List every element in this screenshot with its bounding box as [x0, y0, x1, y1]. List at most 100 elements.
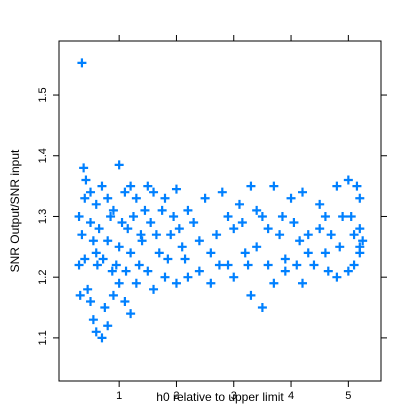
- point: [223, 211, 233, 221]
- point: [257, 211, 267, 221]
- point: [303, 230, 313, 240]
- point: [214, 260, 224, 270]
- point: [83, 284, 93, 294]
- point: [149, 187, 159, 197]
- point: [320, 211, 330, 221]
- point: [106, 211, 116, 221]
- point: [194, 266, 204, 276]
- point: [349, 260, 359, 270]
- point: [252, 242, 262, 252]
- point: [79, 163, 89, 173]
- point: [157, 205, 167, 215]
- point: [149, 284, 159, 294]
- point: [229, 224, 239, 234]
- point: [234, 199, 244, 209]
- point: [292, 260, 302, 270]
- point: [88, 315, 98, 325]
- y-tick-label: 1.3: [37, 209, 49, 224]
- point: [246, 181, 256, 191]
- point: [91, 248, 101, 258]
- point: [94, 224, 104, 234]
- point: [335, 242, 345, 252]
- point: [174, 224, 184, 234]
- point: [263, 224, 273, 234]
- point: [143, 181, 153, 191]
- point: [81, 175, 91, 185]
- point: [171, 184, 181, 194]
- point: [126, 248, 136, 258]
- point: [243, 260, 253, 270]
- point: [126, 309, 136, 319]
- point: [206, 248, 216, 258]
- point: [171, 278, 181, 288]
- point: [323, 266, 333, 276]
- point: [114, 242, 124, 252]
- point: [86, 218, 96, 228]
- point: [206, 278, 216, 288]
- point: [131, 278, 141, 288]
- point: [355, 224, 365, 234]
- point: [91, 199, 101, 209]
- point: [338, 211, 348, 221]
- point: [263, 260, 273, 270]
- point: [137, 236, 147, 246]
- x-tick-label: 1: [116, 390, 122, 402]
- point: [349, 230, 359, 240]
- point: [189, 218, 199, 228]
- point: [91, 327, 101, 337]
- x-tick-label: 2: [173, 390, 179, 402]
- point: [275, 230, 285, 240]
- point: [98, 254, 108, 264]
- point: [346, 211, 356, 221]
- y-tick-label: 1.4: [37, 148, 49, 163]
- point: [246, 290, 256, 300]
- point: [131, 193, 141, 203]
- point: [286, 193, 296, 203]
- point: [309, 260, 319, 270]
- point: [134, 260, 144, 270]
- point: [280, 266, 290, 276]
- point: [332, 272, 342, 282]
- point: [123, 224, 133, 234]
- point: [358, 236, 368, 246]
- point: [180, 254, 190, 264]
- point: [343, 175, 353, 185]
- point: [120, 187, 130, 197]
- point: [352, 181, 362, 191]
- point: [240, 248, 250, 258]
- point: [77, 230, 87, 240]
- point: [269, 181, 279, 191]
- point: [75, 290, 85, 300]
- point: [151, 230, 161, 240]
- point: [295, 236, 305, 246]
- point: [355, 242, 365, 252]
- point: [114, 278, 124, 288]
- x-tick-label: 4: [288, 390, 294, 402]
- point: [315, 199, 325, 209]
- point: [136, 230, 146, 240]
- point: [154, 248, 164, 258]
- point: [183, 272, 193, 282]
- point: [92, 260, 102, 270]
- point: [177, 242, 187, 252]
- point: [194, 236, 204, 246]
- point: [212, 230, 222, 240]
- plot-frame: [58, 40, 382, 382]
- y-axis-label: SNR Output/SNR input: [8, 149, 22, 272]
- point: [332, 181, 342, 191]
- point: [74, 211, 84, 221]
- point: [277, 211, 287, 221]
- x-tick-label: 3: [231, 390, 237, 402]
- point: [355, 193, 365, 203]
- y-tick-label: 1.5: [37, 87, 49, 102]
- point: [169, 211, 179, 221]
- point: [237, 218, 247, 228]
- point: [303, 248, 313, 258]
- point: [223, 260, 233, 270]
- point: [74, 260, 84, 270]
- point: [108, 205, 118, 215]
- point: [120, 296, 130, 306]
- point: [86, 187, 96, 197]
- point: [163, 254, 173, 264]
- point: [143, 266, 153, 276]
